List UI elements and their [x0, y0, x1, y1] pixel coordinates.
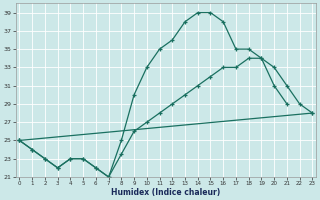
X-axis label: Humidex (Indice chaleur): Humidex (Indice chaleur) [111, 188, 220, 197]
